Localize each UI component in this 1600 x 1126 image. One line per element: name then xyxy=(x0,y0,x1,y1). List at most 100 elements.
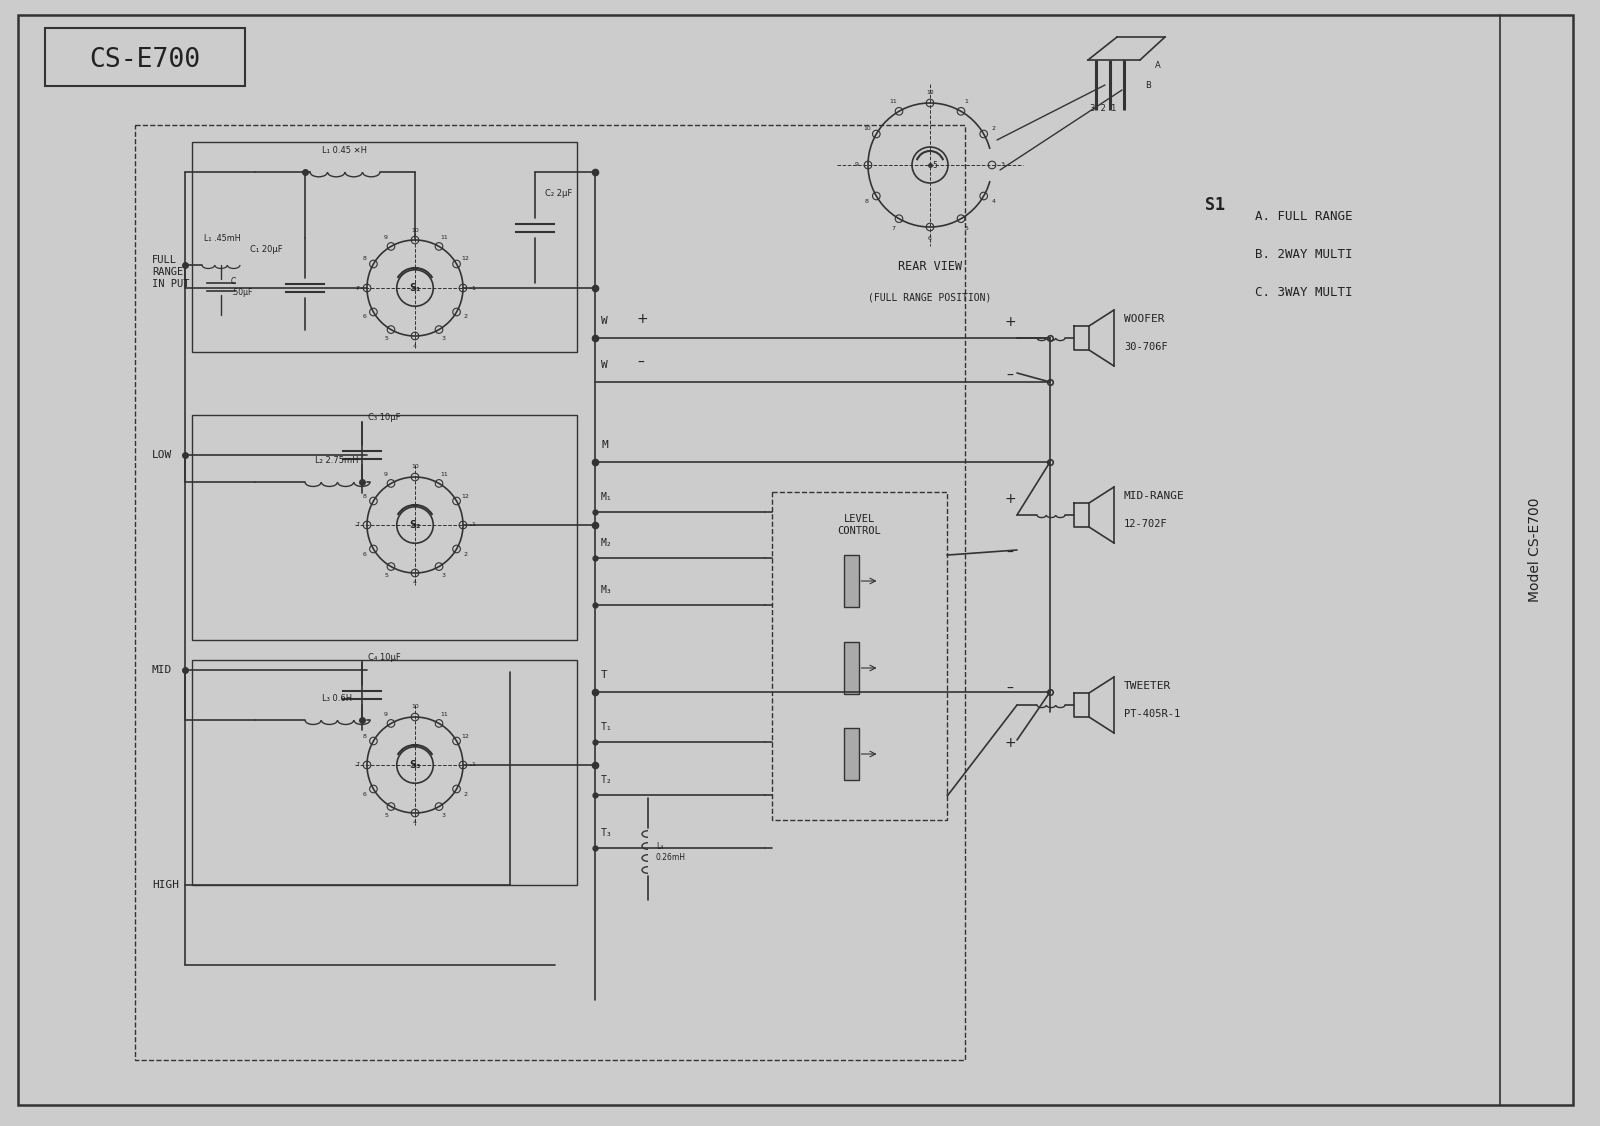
Text: 6: 6 xyxy=(363,792,366,796)
Text: CS-E700: CS-E700 xyxy=(90,47,200,73)
Text: 2: 2 xyxy=(464,792,467,796)
Text: –: – xyxy=(637,356,643,370)
Text: 7: 7 xyxy=(355,762,358,768)
Text: 3: 3 xyxy=(1002,162,1005,168)
Text: 3  2  1: 3 2 1 xyxy=(1090,104,1117,113)
Bar xyxy=(192,142,578,352)
Text: 10: 10 xyxy=(411,465,419,470)
Text: C. 3WAY MULTI: C. 3WAY MULTI xyxy=(1254,286,1352,300)
Text: 11: 11 xyxy=(440,235,448,240)
Text: T₃: T₃ xyxy=(602,828,613,838)
Text: REAR VIEW: REAR VIEW xyxy=(898,260,962,272)
Text: 9: 9 xyxy=(384,235,389,240)
Text: 4: 4 xyxy=(992,199,995,204)
Text: 12: 12 xyxy=(461,733,469,739)
Text: 3: 3 xyxy=(442,573,446,578)
Text: W: W xyxy=(602,360,608,370)
Text: –: – xyxy=(1006,369,1013,383)
Text: MID: MID xyxy=(152,665,173,674)
Text: 11: 11 xyxy=(440,472,448,477)
Text: 5: 5 xyxy=(933,161,938,170)
Text: HIGH: HIGH xyxy=(152,881,179,890)
Text: 10: 10 xyxy=(411,227,419,232)
Text: +: + xyxy=(1005,736,1016,750)
Text: WOOFER: WOOFER xyxy=(1123,314,1165,324)
Text: 1: 1 xyxy=(965,99,968,105)
Text: B. 2WAY MULTI: B. 2WAY MULTI xyxy=(1254,248,1352,261)
Text: 5: 5 xyxy=(384,813,387,817)
Text: M₃: M₃ xyxy=(602,586,613,595)
Text: LEVEL
CONTROL: LEVEL CONTROL xyxy=(838,513,882,536)
Text: –: – xyxy=(1006,682,1013,696)
Bar xyxy=(845,729,859,780)
Text: 9: 9 xyxy=(384,472,389,477)
Text: 12: 12 xyxy=(926,89,934,95)
Text: 1: 1 xyxy=(470,762,475,768)
Text: 30-706F: 30-706F xyxy=(1123,342,1168,352)
Text: S₁: S₁ xyxy=(410,283,421,293)
Text: B: B xyxy=(1146,80,1150,89)
Text: A. FULL RANGE: A. FULL RANGE xyxy=(1254,211,1352,223)
Bar xyxy=(134,125,965,1060)
Text: 3: 3 xyxy=(442,336,446,341)
Text: C₁ 20μF: C₁ 20μF xyxy=(250,245,283,254)
Text: M₂: M₂ xyxy=(602,538,613,548)
Bar xyxy=(845,642,859,694)
Text: 6: 6 xyxy=(363,314,366,320)
Text: T₁: T₁ xyxy=(602,722,613,732)
Text: 9: 9 xyxy=(854,162,859,168)
Text: L₄
0.26mH: L₄ 0.26mH xyxy=(656,842,686,861)
Text: S₂: S₂ xyxy=(410,520,421,530)
Text: 5: 5 xyxy=(384,573,387,578)
Text: –: – xyxy=(1006,546,1013,560)
Text: 1: 1 xyxy=(470,522,475,527)
Text: C₄ 10μF: C₄ 10μF xyxy=(368,652,400,661)
Text: C₂ 2μF: C₂ 2μF xyxy=(546,188,573,197)
Text: L₁ .45mH: L₁ .45mH xyxy=(205,234,240,243)
Text: 8: 8 xyxy=(363,257,366,261)
Text: 5: 5 xyxy=(384,336,387,341)
Text: 4: 4 xyxy=(413,821,418,825)
Text: 2: 2 xyxy=(992,126,995,131)
Text: +: + xyxy=(1005,492,1016,506)
Bar xyxy=(192,415,578,640)
Text: +: + xyxy=(1005,315,1016,329)
Text: 6: 6 xyxy=(363,552,366,556)
Text: 2: 2 xyxy=(464,314,467,320)
Text: 10: 10 xyxy=(411,705,419,709)
Text: 5: 5 xyxy=(965,225,968,231)
Text: T₂: T₂ xyxy=(602,775,613,785)
Text: T: T xyxy=(602,670,608,680)
Text: +: + xyxy=(637,312,648,327)
Text: 2: 2 xyxy=(464,552,467,556)
Text: LOW: LOW xyxy=(152,450,173,461)
Text: L₃ 0.6H: L₃ 0.6H xyxy=(322,694,352,703)
Text: C₃ 10μF: C₃ 10μF xyxy=(368,412,400,421)
Text: 7: 7 xyxy=(891,225,896,231)
Text: S₃: S₃ xyxy=(410,760,421,770)
Bar xyxy=(845,555,859,607)
Text: PT-405R-1: PT-405R-1 xyxy=(1123,709,1181,720)
Text: W: W xyxy=(602,316,608,327)
Text: S1: S1 xyxy=(1205,196,1226,214)
Text: 10: 10 xyxy=(862,126,870,131)
Text: L₁ 0.45 ✕H: L₁ 0.45 ✕H xyxy=(323,146,368,155)
Text: Model CS-E700: Model CS-E700 xyxy=(1528,498,1542,602)
Text: 11: 11 xyxy=(440,713,448,717)
Text: 8: 8 xyxy=(866,199,869,204)
Text: FULL
RANGE
IN PUT: FULL RANGE IN PUT xyxy=(152,254,189,289)
Text: MID-RANGE: MID-RANGE xyxy=(1123,491,1184,501)
Bar xyxy=(192,660,578,885)
Bar xyxy=(45,28,245,86)
Text: L₂ 2.75mH: L₂ 2.75mH xyxy=(315,456,358,465)
Text: 8: 8 xyxy=(363,493,366,499)
Text: 12: 12 xyxy=(461,257,469,261)
Text: 9: 9 xyxy=(384,713,389,717)
Text: 7: 7 xyxy=(355,522,358,527)
Text: 12: 12 xyxy=(461,493,469,499)
Text: 3: 3 xyxy=(442,813,446,817)
Bar xyxy=(771,492,947,820)
Text: 1: 1 xyxy=(470,286,475,291)
Text: 4: 4 xyxy=(413,343,418,349)
Text: M₁: M₁ xyxy=(602,492,613,502)
